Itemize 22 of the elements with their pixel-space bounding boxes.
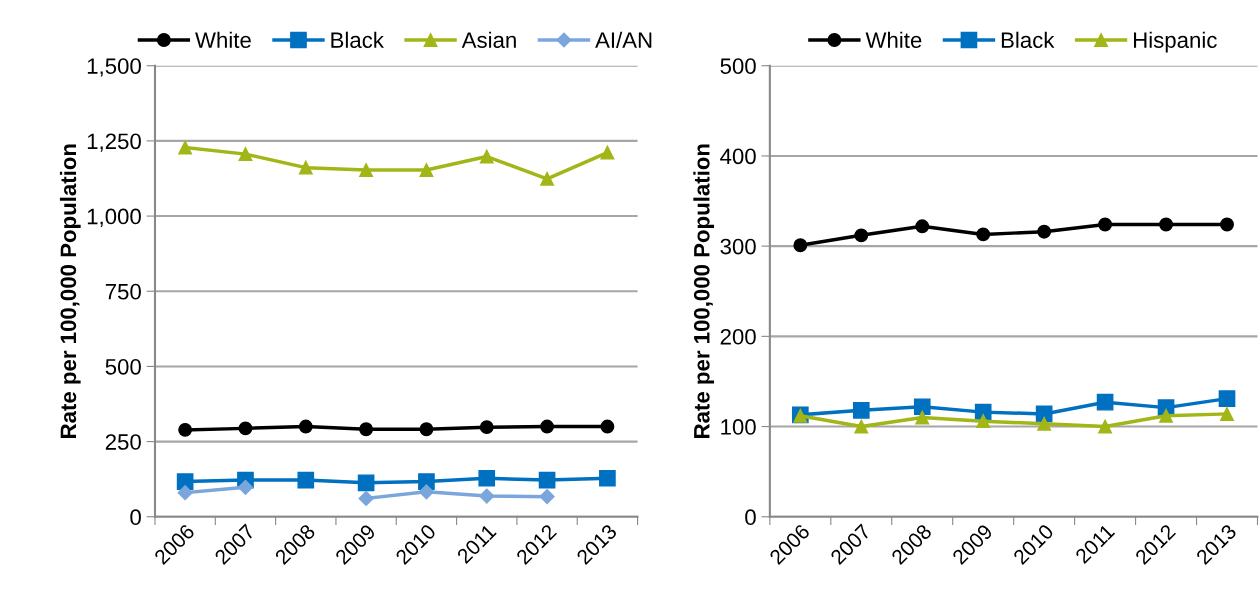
y-tick-label: 1,500: [87, 58, 141, 77]
legend-label: Hispanic: [1134, 31, 1217, 53]
y-tick-label: 400: [720, 148, 756, 165]
y-tick-label: 500: [105, 358, 141, 375]
y-tick-label: 0: [745, 509, 756, 526]
legend-label: Black: [1001, 31, 1055, 48]
y-tick-label: 1,250: [87, 133, 141, 152]
y-tick-label: 250: [105, 434, 141, 450]
legend-label: AI/AN: [595, 31, 652, 48]
legend-label: Black: [331, 31, 384, 48]
y-tick-label: 1,000: [87, 208, 141, 227]
y-tick-label: 0: [130, 509, 141, 526]
y-tick-label: 100: [721, 419, 756, 435]
y-tick-label: 300: [720, 238, 756, 255]
legend-label: Asian: [461, 31, 516, 48]
y-axis-title: Rate per 100,000 Population: [59, 144, 81, 438]
legend-label: White: [865, 31, 922, 48]
y-tick-label: 750: [105, 283, 141, 300]
y-axis-title: Rate per 100,000 Population: [693, 144, 715, 438]
y-tick-label: 500: [720, 58, 756, 74]
legend-label: White: [195, 31, 251, 48]
y-tick-label: 200: [720, 328, 756, 345]
